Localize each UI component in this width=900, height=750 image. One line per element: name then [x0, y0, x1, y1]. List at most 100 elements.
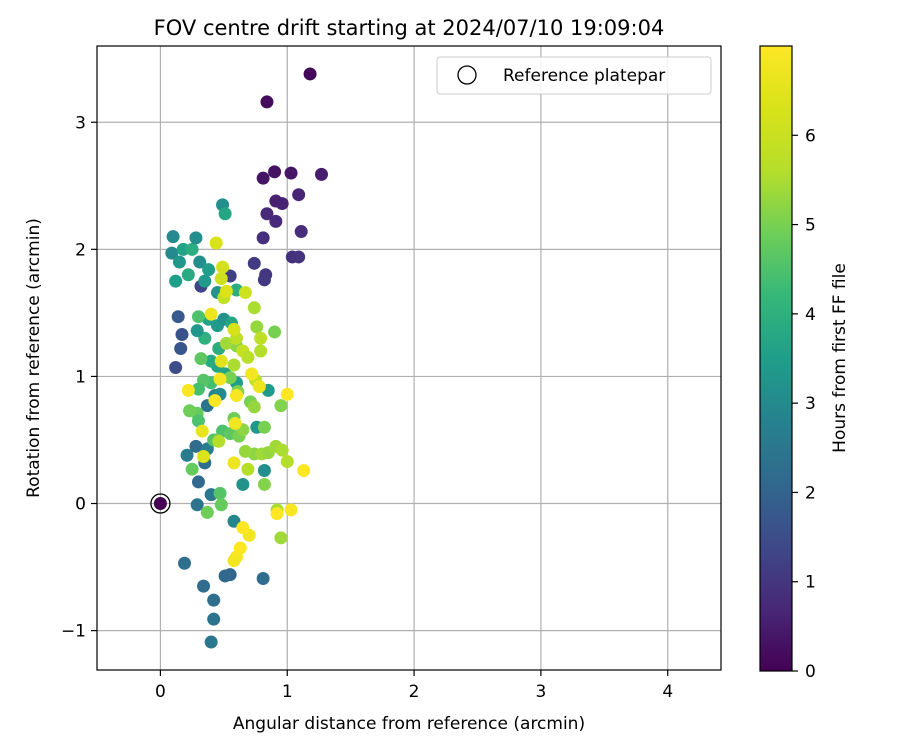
y-tick-label: −1 [61, 622, 86, 642]
data-point [241, 462, 255, 476]
data-point [207, 612, 221, 626]
data-point [227, 358, 241, 372]
data-point [190, 498, 204, 512]
data-point [252, 380, 266, 394]
x-tick-label: 4 [662, 682, 673, 702]
data-point [257, 477, 271, 491]
data-point [214, 272, 228, 286]
y-axis-label: Rotation from reference (arcmin) [24, 218, 44, 498]
data-point [247, 400, 261, 414]
legend: Reference platepar [436, 56, 712, 95]
colorbar-tick-label: 3 [805, 394, 816, 414]
data-point [274, 531, 288, 545]
colorbar-gradient [759, 45, 793, 672]
data-point [275, 197, 289, 211]
plot-frame [96, 45, 722, 671]
data-point [209, 236, 223, 250]
x-axis-label: Angular distance from reference (arcmin) [233, 714, 585, 734]
y-tick-label: 3 [75, 113, 86, 133]
data-point [193, 255, 207, 269]
data-point [227, 322, 241, 336]
data-point [254, 344, 268, 358]
data-point [197, 579, 211, 593]
data-point [280, 455, 294, 469]
data-point [172, 255, 186, 269]
data-point [230, 388, 244, 402]
data-point [190, 324, 204, 338]
reference-platepar-marker [150, 493, 171, 514]
data-point [256, 571, 270, 585]
data-point [213, 486, 227, 500]
x-tick-label: 2 [409, 682, 420, 702]
y-tick-label: 1 [75, 367, 86, 387]
data-point [180, 448, 194, 462]
data-point [214, 354, 228, 368]
data-point [274, 399, 288, 413]
data-point [236, 521, 250, 535]
data-point [314, 167, 328, 181]
data-point [171, 310, 185, 324]
data-point [292, 188, 306, 202]
colorbar-label: Hours from first FF file [830, 263, 850, 453]
colorbar-tick-label: 6 [805, 126, 816, 146]
data-point [236, 477, 250, 491]
data-point [241, 350, 255, 364]
data-point [238, 286, 252, 300]
data-point [194, 352, 208, 366]
data-point [202, 263, 216, 277]
data-point [260, 207, 274, 221]
data-point [257, 463, 271, 477]
data-point [204, 635, 218, 649]
data-points [153, 67, 328, 649]
data-point [228, 416, 242, 430]
data-point [175, 327, 189, 341]
data-point [169, 274, 183, 288]
data-point [191, 310, 205, 324]
data-point [183, 404, 197, 418]
chart-title: FOV centre drift starting at 2024/07/10 … [154, 16, 665, 40]
data-point [207, 593, 221, 607]
data-point [250, 320, 264, 334]
data-point [270, 507, 284, 521]
data-point [214, 498, 228, 512]
data-point [185, 242, 199, 256]
data-point [280, 387, 294, 401]
data-point [219, 284, 233, 298]
data-point [191, 382, 205, 396]
legend-reference-marker [457, 65, 477, 85]
colorbar-tick-label: 4 [805, 305, 816, 325]
data-point [204, 307, 218, 321]
data-point [185, 462, 199, 476]
data-point [254, 331, 268, 345]
legend-box [436, 56, 712, 95]
data-point [212, 434, 226, 448]
y-axis: −1 0 1 2 3 [61, 113, 97, 642]
data-point [284, 166, 298, 180]
data-point [247, 301, 261, 315]
data-point [227, 554, 241, 568]
colorbar-tick-label: 0 [805, 662, 816, 682]
data-point [297, 463, 311, 477]
y-tick-label: 2 [75, 240, 86, 260]
data-point [189, 231, 203, 245]
data-point [191, 414, 205, 428]
data-point [195, 424, 209, 438]
data-point [204, 354, 218, 368]
data-point [181, 383, 195, 397]
colorbar-ticks: 0 1 2 3 4 5 6 [792, 126, 816, 682]
data-point [166, 230, 180, 244]
data-point [247, 256, 261, 270]
data-point [284, 503, 298, 517]
data-point [191, 475, 205, 489]
data-point [219, 336, 233, 350]
data-point [303, 67, 317, 81]
x-tick-label: 1 [282, 682, 293, 702]
colorbar: 0 1 2 3 4 5 6 Hours from first FF file [759, 45, 850, 682]
colorbar-tick-label: 1 [805, 573, 816, 593]
data-point [218, 207, 232, 221]
data-point [223, 371, 237, 385]
data-point [292, 250, 306, 264]
data-point [257, 273, 271, 287]
